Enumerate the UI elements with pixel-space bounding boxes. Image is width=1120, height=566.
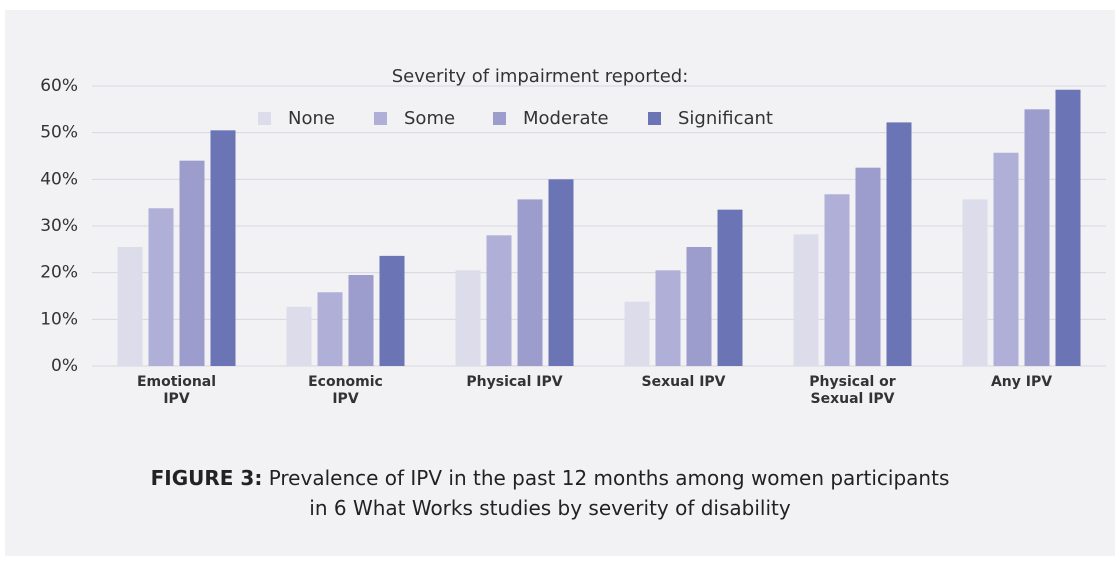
bar: [117, 247, 143, 366]
legend-swatch: [258, 112, 271, 125]
bar: [1055, 89, 1081, 366]
legend-label: Some: [404, 108, 455, 129]
bar: [486, 235, 512, 366]
bar: [179, 160, 205, 366]
bar: [686, 247, 712, 366]
bar: [455, 270, 481, 366]
y-tick-label: 0%: [51, 356, 78, 376]
bar: [317, 292, 343, 366]
x-tick-label: Economic IPV: [308, 374, 383, 407]
bar: [793, 234, 819, 366]
legend-swatch: [493, 112, 506, 125]
x-tick-label: Sexual IPV: [641, 374, 726, 390]
legend-label: None: [288, 108, 335, 129]
y-tick-label: 40%: [40, 169, 78, 189]
legend-swatch: [648, 112, 661, 125]
bar: [824, 194, 850, 366]
bar: [210, 130, 236, 366]
bar: [655, 270, 681, 366]
caption-text: Prevalence of IPV in the past 12 months …: [268, 466, 950, 520]
y-tick-label: 60%: [40, 76, 78, 96]
caption-label: FIGURE 3:: [150, 466, 263, 490]
y-tick-label: 10%: [40, 309, 78, 329]
bar: [348, 275, 374, 366]
bar: [286, 306, 312, 366]
bar: [548, 179, 574, 366]
x-tick-label: Any IPV: [990, 374, 1053, 390]
x-tick-label: Emotional IPV: [136, 374, 217, 407]
x-tick-label: Physical IPV: [466, 374, 563, 390]
bar: [148, 208, 174, 366]
bar: [962, 199, 988, 366]
y-tick-label: 30%: [40, 216, 78, 236]
bar: [717, 209, 743, 366]
bar: [1024, 109, 1050, 366]
legend-swatch: [374, 112, 387, 125]
bar: [855, 167, 881, 366]
caption: FIGURE 3: Prevalence of IPV in the past …: [60, 463, 1040, 523]
bar: [886, 122, 912, 367]
bar: [379, 255, 405, 366]
bar: [993, 152, 1019, 366]
y-tick-label: 20%: [40, 263, 78, 283]
bar: [624, 301, 650, 366]
x-tick-label: Physical or Sexual IPV: [809, 374, 896, 407]
legend-label: Moderate: [523, 108, 609, 129]
legend-title: Severity of impairment reported:: [392, 66, 689, 87]
bar: [517, 199, 543, 366]
legend-label: Significant: [678, 108, 773, 129]
y-tick-label: 50%: [40, 123, 78, 143]
